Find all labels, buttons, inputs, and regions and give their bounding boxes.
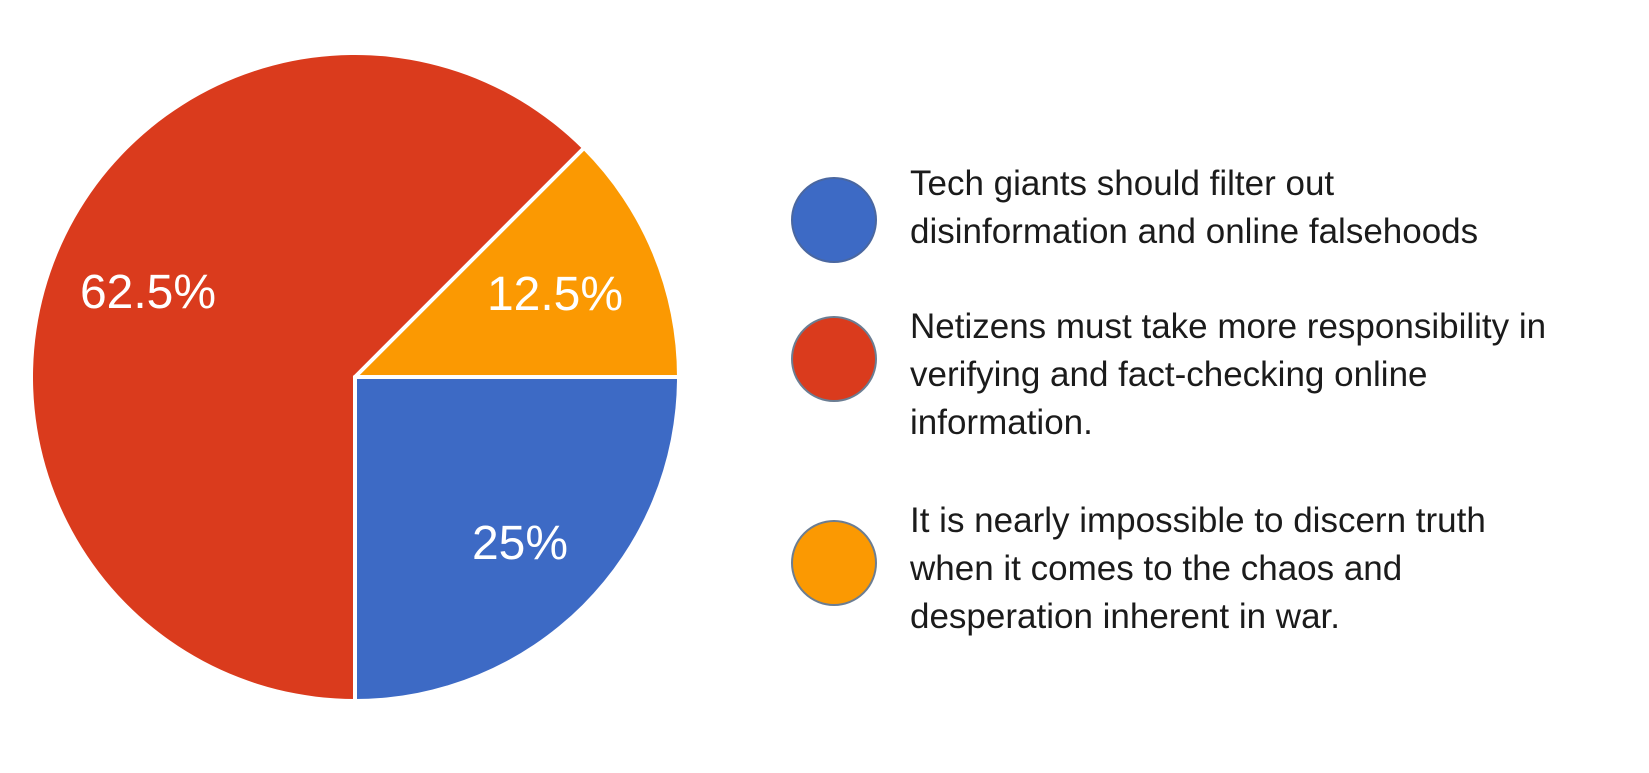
legend-label-netizens: Netizens must take more responsibility i… — [910, 307, 1547, 442]
legend-marker-discern-truth — [791, 520, 877, 606]
pie-label-netizens-pct: 62.5% — [80, 266, 216, 319]
legend-marker-tech-giants — [791, 177, 877, 263]
pie-slice-discern-truth — [355, 149, 677, 377]
pie-label-tech-giants-pct: 25% — [472, 517, 568, 570]
pie-label-discern-truth-pct: 12.5% — [487, 268, 623, 321]
pie-slice-netizens — [33, 55, 583, 700]
legend-label-tech-giants: Tech giants should filter out disinforma… — [910, 164, 1479, 251]
slice-separator-northeast — [353, 147, 585, 379]
pie-slice-tech-giants — [355, 377, 677, 699]
legend-label-discern-truth: It is nearly impossible to discern truth… — [910, 501, 1486, 636]
legend-marker-netizens — [791, 316, 877, 402]
pie-chart: 62.5% 12.5% 25% — [33, 55, 679, 701]
